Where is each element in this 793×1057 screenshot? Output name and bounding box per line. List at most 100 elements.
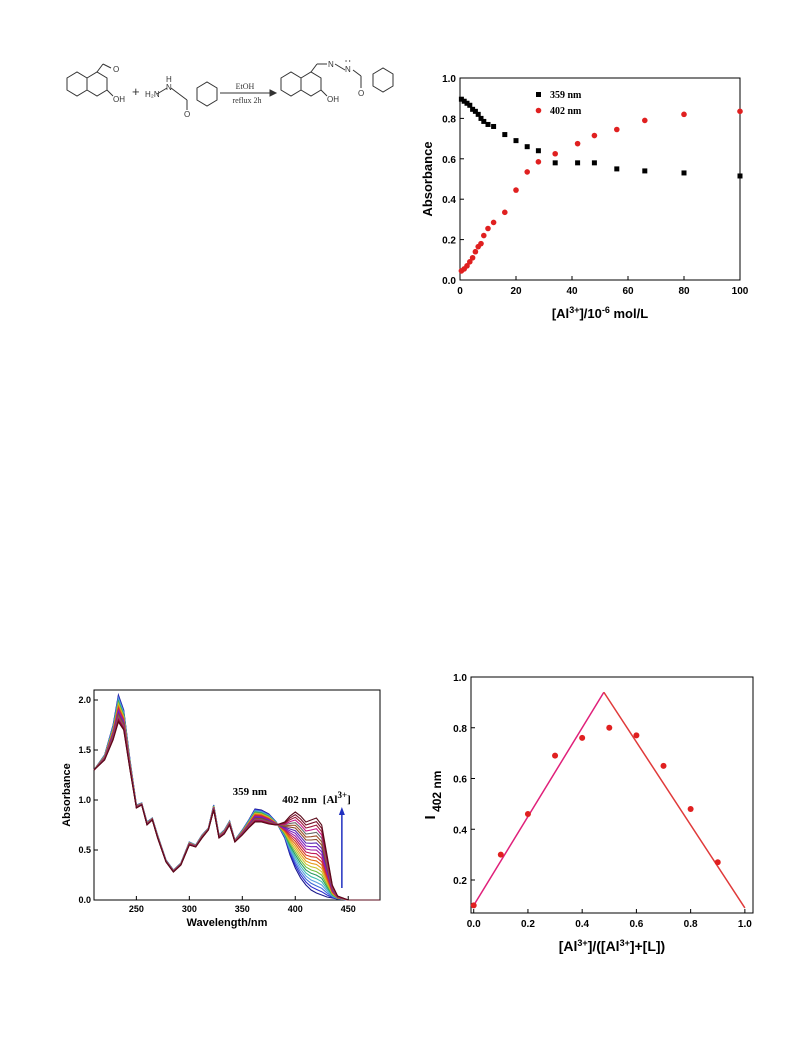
- titration-arrow-head: [338, 807, 345, 815]
- data-point-359nm: [642, 168, 648, 174]
- data-point-402nm: [478, 240, 484, 247]
- data-point-402nm: [524, 169, 530, 175]
- data-point-402nm: [513, 187, 519, 193]
- arrow-label: [Al3+]: [323, 790, 351, 806]
- label-n3: N: [345, 65, 351, 74]
- data-point-402nm: [552, 150, 558, 157]
- data-point-402nm: [737, 108, 743, 115]
- data-point-402nm: [535, 159, 542, 165]
- x-tick-label: 350: [235, 904, 250, 914]
- label-nh: H: [166, 75, 172, 84]
- x-tick-label: 400: [288, 904, 303, 914]
- x-tick-label: 450: [341, 904, 356, 914]
- fit-line-left: [473, 691, 605, 906]
- data-point-402nm: [614, 126, 620, 133]
- data-point-402nm: [591, 132, 598, 139]
- legend-marker-359nm: [536, 92, 541, 97]
- data-point: [552, 752, 559, 759]
- benzene-ring-1: [196, 81, 218, 107]
- data-point-359nm: [614, 166, 620, 172]
- data-point-359nm: [458, 96, 464, 102]
- data-point-359nm: [737, 173, 743, 179]
- x-tick-label: 300: [182, 904, 197, 914]
- job-plot-chart: 0.0 0.2 0.4 0.6 0.8 1.0 0.2 0.4 0.6 0.8 1.0 [Al3+]/…: [405, 665, 760, 965]
- titration-chart-svg: 0 20 40 60 80 100 0.0 0.2 0.4 0.6 0.8 1.0 [Al3+]/10-…: [420, 74, 749, 321]
- x-tick-label: 0: [457, 286, 463, 297]
- y-tick-label: 1.0: [442, 74, 456, 85]
- label-o3: O: [358, 89, 364, 98]
- x-tick-label: 250: [129, 904, 144, 914]
- y-tick-label: 1.0: [78, 795, 91, 805]
- x-tick-label: 80: [678, 286, 690, 297]
- data-point-359nm: [485, 121, 491, 127]
- data-point-402nm: [681, 111, 687, 118]
- y-tick-label: 0.6: [442, 155, 456, 166]
- data-point-402nm: [642, 117, 648, 124]
- y-tick-label: 0.2: [442, 236, 456, 247]
- data-point-359nm: [575, 160, 581, 166]
- x-tick-label: 0.2: [521, 919, 535, 930]
- x-tick-label: 1.0: [738, 919, 752, 930]
- data-point-359nm: [535, 148, 541, 154]
- spectra-chart-svg: 250 300 350 400 450 0.0 0.5 1.0 1.5 2.0 Wavelength…: [61, 689, 381, 929]
- data-point: [470, 902, 477, 909]
- data-point-359nm: [591, 160, 597, 166]
- data-point-402nm: [469, 254, 476, 261]
- plus-sign: +: [132, 84, 140, 99]
- reagent-bottom: reflux 2h: [232, 96, 261, 105]
- label-n2: N: [328, 60, 334, 69]
- titration-chart: 0 20 40 60 80 100 0.0 0.2 0.4 0.6 0.8 1.0 [Al3+]/10-…: [410, 58, 750, 328]
- data-point-402nm: [481, 232, 487, 239]
- data-point-402nm: [490, 219, 497, 226]
- reagent-top: EtOH: [236, 82, 255, 91]
- naphthalene-ring-2a: [280, 71, 302, 97]
- data-point-359nm: [552, 160, 558, 166]
- data-point-359nm: [461, 98, 467, 104]
- data-point-359nm: [470, 106, 476, 112]
- data-point: [524, 811, 531, 818]
- naphthalene-ring-1b: [86, 71, 108, 97]
- x-tick-label: 0.6: [629, 919, 643, 930]
- x-tick-label: 0.8: [684, 919, 698, 930]
- reaction-scheme: O OH + H₂N H N O OH N H N O EtOH reflux …: [55, 55, 425, 130]
- data-point: [606, 724, 613, 731]
- data-point-359nm: [481, 118, 487, 124]
- spectrum-curve: [93, 720, 380, 901]
- y-axis-label: Absorbance: [420, 141, 435, 216]
- plot-frame: [470, 676, 754, 914]
- legend-marker-402nm: [535, 107, 542, 114]
- x-axis-label: Wavelength/nm: [187, 917, 268, 929]
- peak-label-402nm: 402 nm: [282, 794, 317, 806]
- x-axis-label: [Al3+]/([Al3+]+[L]): [559, 938, 665, 954]
- x-tick-label: 0.4: [575, 919, 589, 930]
- data-point: [660, 762, 667, 769]
- data-point-359nm: [478, 115, 484, 121]
- legend-label: 402 nm: [550, 106, 582, 117]
- y-axis-label: Absorbance: [61, 763, 73, 827]
- spectrum-curve: [93, 719, 380, 901]
- data-point-402nm: [502, 209, 508, 216]
- label-h2n: H₂N: [145, 90, 160, 99]
- data-point-359nm: [681, 170, 687, 176]
- data-point-402nm: [574, 140, 581, 147]
- data-point-359nm: [472, 108, 478, 114]
- fit-line-right: [603, 691, 746, 909]
- job-plot-chart-svg: 0.0 0.2 0.4 0.6 0.8 1.0 0.2 0.4 0.6 0.8 1.0 [Al3+]/…: [422, 673, 754, 954]
- spectrum-curve: [93, 716, 380, 901]
- label-oh1: OH: [113, 95, 125, 104]
- peak-label-359nm: 359 nm: [233, 786, 268, 798]
- data-point: [714, 859, 721, 866]
- y-tick-label: 0.5: [78, 845, 91, 855]
- data-point-402nm: [467, 259, 473, 265]
- label-oh2: OH: [327, 95, 339, 104]
- y-tick-label: 1.0: [453, 673, 467, 684]
- y-tick-label: 1.5: [78, 745, 91, 755]
- data-point-359nm: [513, 138, 519, 144]
- x-tick-label: 40: [566, 286, 578, 297]
- data-point-402nm: [472, 248, 479, 255]
- label-o1: O: [113, 65, 119, 74]
- plot-frame: [459, 77, 741, 281]
- reaction-scheme-drawing: O OH + H₂N H N O OH N H N O EtOH reflux …: [66, 55, 394, 119]
- naphthalene-ring-2b: [300, 71, 322, 97]
- legend-label: 359 nm: [550, 90, 582, 101]
